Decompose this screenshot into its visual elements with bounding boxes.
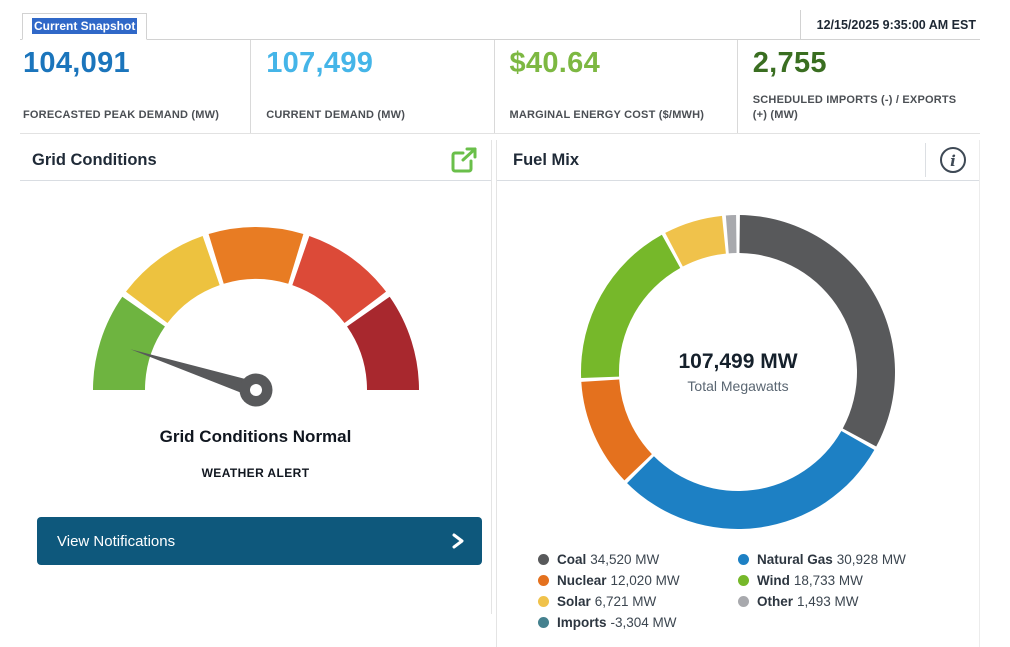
fuel-mix-header: Fuel Mix i xyxy=(497,140,979,181)
stat-card-current-demand: 107,499 CURRENT DEMAND (MW) xyxy=(250,40,493,133)
fuel-mix-donut-chart xyxy=(581,215,895,529)
chevron-right-icon xyxy=(452,533,464,549)
legend-dot xyxy=(538,617,549,628)
legend-item: Solar 6,721 MW xyxy=(538,591,738,612)
view-notifications-button[interactable]: View Notifications xyxy=(37,517,482,565)
svg-text:i: i xyxy=(950,152,956,170)
panel-title: Fuel Mix xyxy=(513,150,580,169)
info-glyph: i xyxy=(940,147,966,173)
legend-label: Natural Gas xyxy=(757,552,833,567)
grid-conditions-gauge xyxy=(92,227,419,407)
legend-dot xyxy=(538,554,549,565)
legend-value: 30,928 MW xyxy=(836,552,906,567)
stat-card-forecasted-peak-demand: 104,091 FORECASTED PEAK DEMAND (MW) xyxy=(20,40,250,133)
legend-label: Imports xyxy=(557,615,607,630)
stat-value: 107,499 xyxy=(266,47,374,79)
stat-label: MARGINAL ENERGY COST ($/MWH) xyxy=(509,109,705,122)
legend-value: -3,304 MW xyxy=(610,615,677,630)
legend-label: Solar xyxy=(557,594,591,609)
tab-label: Current Snapshot xyxy=(32,18,138,34)
stat-value: 104,091 xyxy=(23,47,130,79)
timestamp: 12/15/2025 9:35:00 AM EST xyxy=(799,10,980,39)
stat-card-marginal-energy-cost: $40.64 MARGINAL ENERGY COST ($/MWH) xyxy=(493,40,737,133)
grid-conditions-panel: Grid Conditions Grid Conditions Normal W… xyxy=(20,140,492,614)
legend-item: Other 1,493 MW xyxy=(738,591,906,612)
view-notifications-label: View Notifications xyxy=(57,532,176,550)
fuel-mix-donut: 107,499 MW Total Megawatts xyxy=(573,207,903,537)
fuel-mix-header-actions: i xyxy=(925,143,967,177)
legend-dot xyxy=(538,596,549,607)
legend-column: Coal 34,520 MW Nuclear 12,020 MW Solar 6,721 … xyxy=(538,549,738,633)
stat-label: FORECASTED PEAK DEMAND (MW) xyxy=(23,109,220,122)
legend-dot xyxy=(738,554,749,565)
grid-status-text: Grid Conditions Normal xyxy=(159,427,352,446)
legend-item: Coal 34,520 MW xyxy=(538,549,738,570)
panel-title: Grid Conditions xyxy=(32,150,157,169)
stat-value: $40.64 xyxy=(509,47,600,79)
top-bar: Current Snapshot 12/15/2025 9:35:00 AM E… xyxy=(20,0,980,40)
legend-item: Wind 18,733 MW xyxy=(738,570,906,591)
legend-dot xyxy=(538,575,549,586)
legend-item: Nuclear 12,020 MW xyxy=(538,570,738,591)
header-divider xyxy=(925,143,926,177)
external-link-glyph xyxy=(451,147,477,173)
stat-value: 2,755 xyxy=(752,47,827,79)
legend-item: Natural Gas 30,928 MW xyxy=(738,549,906,570)
weather-alert-link[interactable]: WEATHER ALERT xyxy=(201,466,310,480)
legend-item: Imports -3,304 MW xyxy=(538,612,738,633)
stat-label: SCHEDULED IMPORTS (-) / EXPORTS (+) (MW) xyxy=(752,94,957,122)
panels-row: Grid Conditions Grid Conditions Normal W… xyxy=(20,140,980,647)
legend-dot xyxy=(738,575,749,586)
legend-value: 1,493 MW xyxy=(797,594,859,609)
legend-value: 6,721 MW xyxy=(594,594,657,609)
external-link-icon[interactable] xyxy=(449,145,479,175)
fuel-mix-panel: Fuel Mix i 107,499 MW Total Megawatts Co… xyxy=(496,140,980,647)
stat-card-scheduled-imports-exports: 2,755 SCHEDULED IMPORTS (-) / EXPORTS (+… xyxy=(736,40,980,133)
legend-value: 18,733 MW xyxy=(793,573,863,588)
legend-value: 12,020 MW xyxy=(610,573,680,588)
info-icon[interactable]: i xyxy=(939,146,967,174)
fuel-mix-legend: Coal 34,520 MW Nuclear 12,020 MW Solar 6,721 … xyxy=(538,549,979,633)
legend-dot xyxy=(738,596,749,607)
legend-column: Natural Gas 30,928 MW Wind 18,733 MW Other 1,… xyxy=(738,549,906,633)
tab-current-snapshot[interactable]: Current Snapshot xyxy=(22,13,148,40)
legend-value: 34,520 MW xyxy=(590,552,660,567)
legend-label: Wind xyxy=(757,573,790,588)
legend-label: Nuclear xyxy=(557,573,607,588)
legend-label: Coal xyxy=(557,552,587,567)
stat-label: CURRENT DEMAND (MW) xyxy=(266,109,406,122)
stats-row: 104,091 FORECASTED PEAK DEMAND (MW) 107,… xyxy=(20,39,980,134)
legend-label: Other xyxy=(757,594,794,609)
grid-conditions-header: Grid Conditions xyxy=(20,140,491,181)
